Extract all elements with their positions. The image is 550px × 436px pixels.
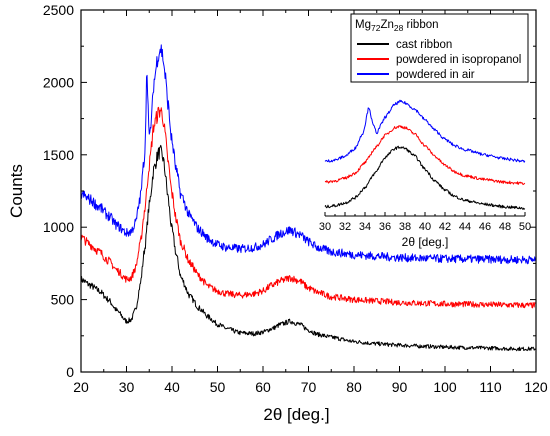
x-tick-label: 20 (73, 379, 89, 395)
legend-title-subscript: 72 (371, 23, 381, 33)
inset-plot: 30 32 34 36 38 40 42 44 46 48 50 2θ [deg.] (319, 99, 531, 249)
legend-title: Mg72Zn28 ribbon (355, 19, 439, 33)
x-tick-label: 70 (301, 379, 317, 395)
inset-x-tick-label: 44 (459, 221, 471, 233)
inset-x-tick-label: 42 (439, 221, 451, 233)
y-tick-label: 500 (51, 292, 75, 308)
inset-x-tick-label: 36 (379, 221, 391, 233)
y-tick-label: 2500 (43, 2, 74, 18)
inset-series-line-1 (324, 125, 526, 186)
x-tick-label: 110 (479, 379, 502, 395)
legend-entry-2: powdered in air (396, 69, 475, 81)
x-tick-label: 90 (392, 379, 408, 395)
legend-title-part: Zn (380, 19, 393, 31)
inset-x-tick-label: 38 (399, 221, 411, 233)
y-axis-title: Counts (7, 164, 26, 218)
series-line-1 (80, 106, 536, 309)
inset-x-axis-title: 2θ [deg.] (402, 235, 449, 249)
inset-x-tick-label: 34 (359, 221, 371, 233)
legend-entry-0: cast ribbon (396, 39, 452, 51)
inset-x-tick-label: 30 (319, 221, 331, 233)
y-tick-label: 0 (66, 364, 74, 380)
inset-x-tick-label: 46 (479, 221, 491, 233)
inset-x-tick-label: 32 (339, 221, 351, 233)
inset-x-tick-label: 48 (499, 221, 511, 233)
inset-x-tick-label: 50 (519, 221, 531, 233)
x-tick-label: 40 (164, 379, 180, 395)
x-tick-label: 120 (524, 379, 548, 395)
y-tick-label: 2000 (43, 74, 74, 90)
x-tick-label: 80 (346, 379, 362, 395)
legend-title-part: Mg (355, 19, 371, 31)
legend-title-subscript: 28 (394, 23, 404, 33)
x-tick-label: 50 (210, 379, 226, 395)
legend-title-part: ribbon (403, 19, 438, 31)
inset-x-tick-label: 40 (419, 221, 431, 233)
legend-entry-1: powdered in isopropanol (396, 54, 521, 66)
main-plot: 20 30 40 50 60 70 80 90 100 110 120 0 500 1000 1500 200… (7, 2, 548, 424)
inset-series-line-0 (324, 145, 526, 210)
legend: Mg72Zn28 ribbon cast ribbon powdered in is… (350, 13, 529, 83)
x-axis-title: 2θ [deg.] (263, 405, 329, 424)
legend-box (350, 13, 529, 83)
x-tick-label: 60 (255, 379, 271, 395)
inset-series-line-2 (324, 99, 526, 163)
series-line-2 (80, 44, 537, 265)
y-tick-label: 1000 (43, 219, 74, 235)
series-line-0 (80, 144, 537, 352)
x-tick-label: 100 (433, 379, 457, 395)
x-tick-label: 30 (119, 379, 135, 395)
y-tick-label: 1500 (43, 147, 74, 163)
